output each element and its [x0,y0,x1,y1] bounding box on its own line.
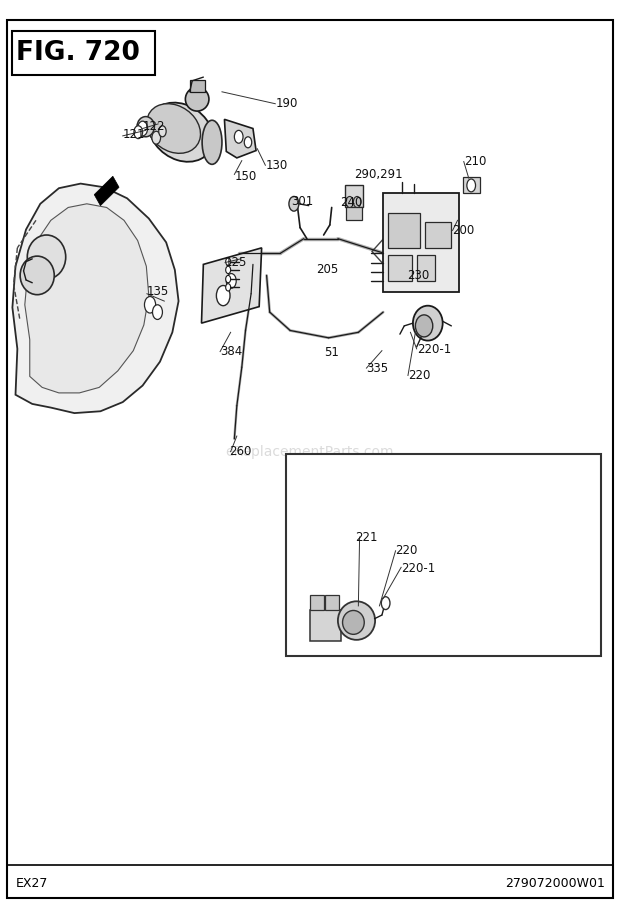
Text: EX27: EX27 [16,877,48,890]
Circle shape [467,179,476,192]
Ellipse shape [149,103,213,162]
Ellipse shape [338,601,375,640]
Polygon shape [202,248,262,323]
Circle shape [226,284,231,291]
Bar [190,80,205,92]
Text: 130: 130 [265,159,288,172]
Circle shape [346,196,353,207]
Circle shape [244,137,252,148]
Text: 301: 301 [291,196,313,208]
Bar [286,454,601,656]
Text: 200: 200 [453,224,475,237]
Text: 190: 190 [276,97,298,110]
Circle shape [138,121,148,136]
Text: 125: 125 [225,256,247,269]
Text: 384: 384 [220,345,242,358]
Circle shape [289,196,299,211]
Ellipse shape [413,306,443,341]
Polygon shape [224,119,256,158]
Ellipse shape [415,315,433,337]
Bar [417,255,435,281]
Text: 220: 220 [408,369,430,382]
Ellipse shape [342,610,365,634]
Text: 135: 135 [147,285,169,298]
Text: 335: 335 [366,362,389,375]
Circle shape [144,297,156,313]
Polygon shape [94,176,119,206]
Circle shape [159,126,166,137]
Bar [345,185,363,207]
Text: 150: 150 [234,170,257,183]
Text: 121: 121 [123,129,145,141]
Text: 240: 240 [340,196,362,209]
Text: 220-1: 220-1 [401,562,435,575]
Bar [12,31,155,75]
Text: 290,291: 290,291 [354,168,402,181]
Circle shape [216,285,230,306]
Text: 51: 51 [324,346,339,359]
Text: 230: 230 [407,269,430,282]
Circle shape [226,274,236,288]
Text: 221: 221 [355,531,377,543]
Ellipse shape [185,87,209,111]
Circle shape [226,258,231,265]
Bar [383,193,459,292]
Text: 220: 220 [396,544,418,557]
Text: 260: 260 [229,445,252,458]
Bar [310,610,341,641]
Circle shape [381,597,390,610]
Circle shape [353,196,361,207]
Ellipse shape [20,256,55,295]
Text: FIG. 720: FIG. 720 [16,40,140,66]
Text: eReplacementParts.com: eReplacementParts.com [226,444,394,459]
Text: 205: 205 [316,263,339,276]
Polygon shape [12,184,179,413]
Ellipse shape [137,117,154,137]
Text: 122: 122 [143,120,165,133]
Bar [346,207,362,220]
Bar [388,213,420,248]
Bar [463,177,480,193]
Ellipse shape [202,120,222,164]
Text: 210: 210 [464,155,486,168]
Bar [425,222,451,248]
Circle shape [226,266,231,274]
Text: 279072000W01: 279072000W01 [505,877,604,890]
Circle shape [152,131,161,144]
Bar [310,595,324,610]
Bar [325,595,339,610]
Polygon shape [25,204,149,393]
Bar [388,255,412,281]
Circle shape [234,130,243,143]
Circle shape [226,275,231,283]
Circle shape [153,305,162,319]
Circle shape [134,126,143,139]
Text: 220-1: 220-1 [417,343,451,356]
Ellipse shape [27,235,66,279]
Ellipse shape [147,104,200,153]
